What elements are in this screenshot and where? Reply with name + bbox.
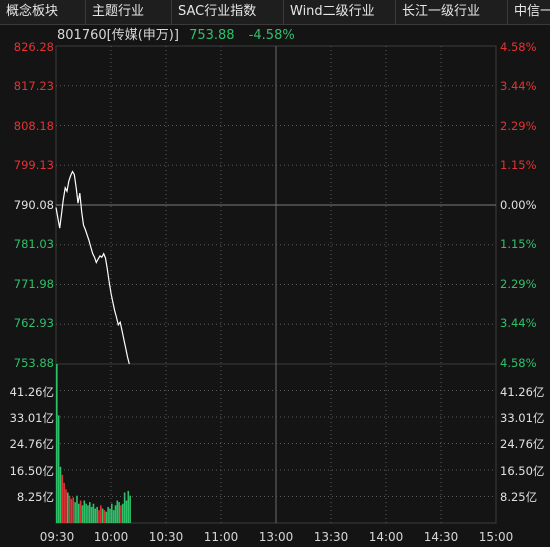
price-label: 808.18: [13, 119, 54, 133]
volume-bar: [72, 497, 75, 523]
volume-bar: [101, 508, 104, 523]
volume-bar: [83, 500, 86, 523]
volume-bar: [81, 505, 84, 523]
price-label: 799.13: [13, 158, 54, 172]
volume-bar: [68, 495, 71, 523]
volume-label: 33.01亿: [9, 411, 54, 425]
volume-label: 16.50亿: [9, 464, 54, 478]
tab-changjiang-level1-industry[interactable]: 长江一级行业: [396, 0, 508, 24]
tab-sac-industry-index[interactable]: SAC行业指数: [172, 0, 284, 24]
volume-bar: [105, 511, 108, 523]
volume-bar: [122, 503, 124, 523]
time-label: 14:30: [423, 530, 459, 544]
tab-wind-level2-industry[interactable]: Wind二级行业: [284, 0, 396, 24]
percent-label: 2.29%: [500, 119, 537, 133]
price-label: 826.28: [13, 40, 54, 54]
volume-bar: [114, 505, 117, 523]
volume-bar: [125, 500, 128, 523]
volume-bar: [111, 503, 113, 523]
volume-bar: [90, 506, 93, 523]
price-label: 771.98: [13, 277, 54, 291]
time-label: 15:00: [478, 530, 514, 544]
volume-bar: [56, 364, 58, 523]
volume-bar: [67, 492, 69, 523]
tab-citic[interactable]: 中信一: [508, 0, 550, 24]
volume-bar: [78, 503, 80, 523]
volume-label: 16.50亿: [500, 464, 545, 478]
volume-bar: [63, 482, 65, 523]
volume-label: 24.76亿: [9, 437, 54, 451]
percent-label: 4.58%: [500, 40, 537, 54]
percent-label: 1.15%: [500, 237, 537, 251]
time-label: 13:30: [313, 530, 349, 544]
volume-label: 41.26亿: [500, 385, 545, 399]
volume-bar: [57, 415, 60, 523]
percent-label: 0.00%: [500, 198, 537, 212]
volume-label: 8.25亿: [16, 490, 54, 504]
volume-label: 8.25亿: [500, 490, 538, 504]
last-price: 753.88: [189, 28, 235, 43]
volume-bar: [87, 505, 89, 523]
time-label: 14:00: [368, 530, 404, 544]
percent-label: 3.44%: [500, 79, 537, 93]
volume-bar: [100, 505, 102, 523]
time-label: 13:00: [258, 530, 294, 544]
time-label: 10:00: [93, 530, 129, 544]
price-label: 781.03: [13, 237, 54, 251]
percent-label: 3.44%: [500, 316, 537, 330]
tab-concept-sector[interactable]: 概念板块: [0, 0, 86, 24]
time-label: 11:00: [203, 530, 239, 544]
volume-bar: [127, 490, 130, 523]
volume-bar: [59, 466, 62, 523]
time-label: 09:30: [39, 530, 75, 544]
volume-bar: [118, 502, 120, 523]
sector-tabs: 概念板块 主题行业 SAC行业指数 Wind二级行业 长江一级行业 中信一: [0, 0, 550, 25]
volume-bar: [96, 506, 98, 523]
percent-label: 4.58%: [500, 356, 537, 370]
volume-bar: [89, 502, 91, 523]
volume-bar: [123, 492, 126, 523]
volume-bar: [112, 510, 115, 523]
percent-label: 1.15%: [500, 158, 537, 172]
price-line: [55, 170, 130, 365]
price-label: 762.93: [13, 316, 54, 330]
volume-label: 41.26亿: [9, 385, 54, 399]
volume-bar: [120, 505, 122, 523]
change-percent: -4.58%: [248, 28, 295, 43]
time-label: 10:30: [148, 530, 184, 544]
index-code-name: 801760[传媒(申万)]: [57, 28, 179, 43]
volume-label: 33.01亿: [500, 411, 545, 425]
volume-bar: [76, 495, 78, 523]
volume-bar: [116, 500, 119, 523]
volume-bar: [85, 503, 87, 523]
price-label: 817.23: [13, 79, 54, 93]
volume-bar: [109, 508, 111, 523]
price-label: 753.88: [13, 356, 54, 370]
volume-bar: [61, 474, 64, 523]
volume-label: 24.76亿: [500, 437, 545, 451]
volume-bar: [79, 500, 82, 523]
volume-bar: [74, 502, 76, 523]
price-label: 790.08: [13, 198, 54, 212]
volume-bar: [94, 508, 97, 523]
volume-bar: [107, 506, 109, 523]
volume-bar: [65, 489, 67, 523]
volume-bar: [103, 510, 106, 523]
volume-bar: [129, 495, 131, 523]
volume-bar: [70, 498, 73, 523]
volume-bar: [92, 503, 95, 523]
volume-bar: [98, 510, 100, 523]
tab-theme-industry[interactable]: 主题行业: [86, 0, 172, 24]
percent-label: 2.29%: [500, 277, 537, 291]
quote-header: 801760[传媒(申万)] 753.88 -4.58%: [57, 27, 295, 45]
